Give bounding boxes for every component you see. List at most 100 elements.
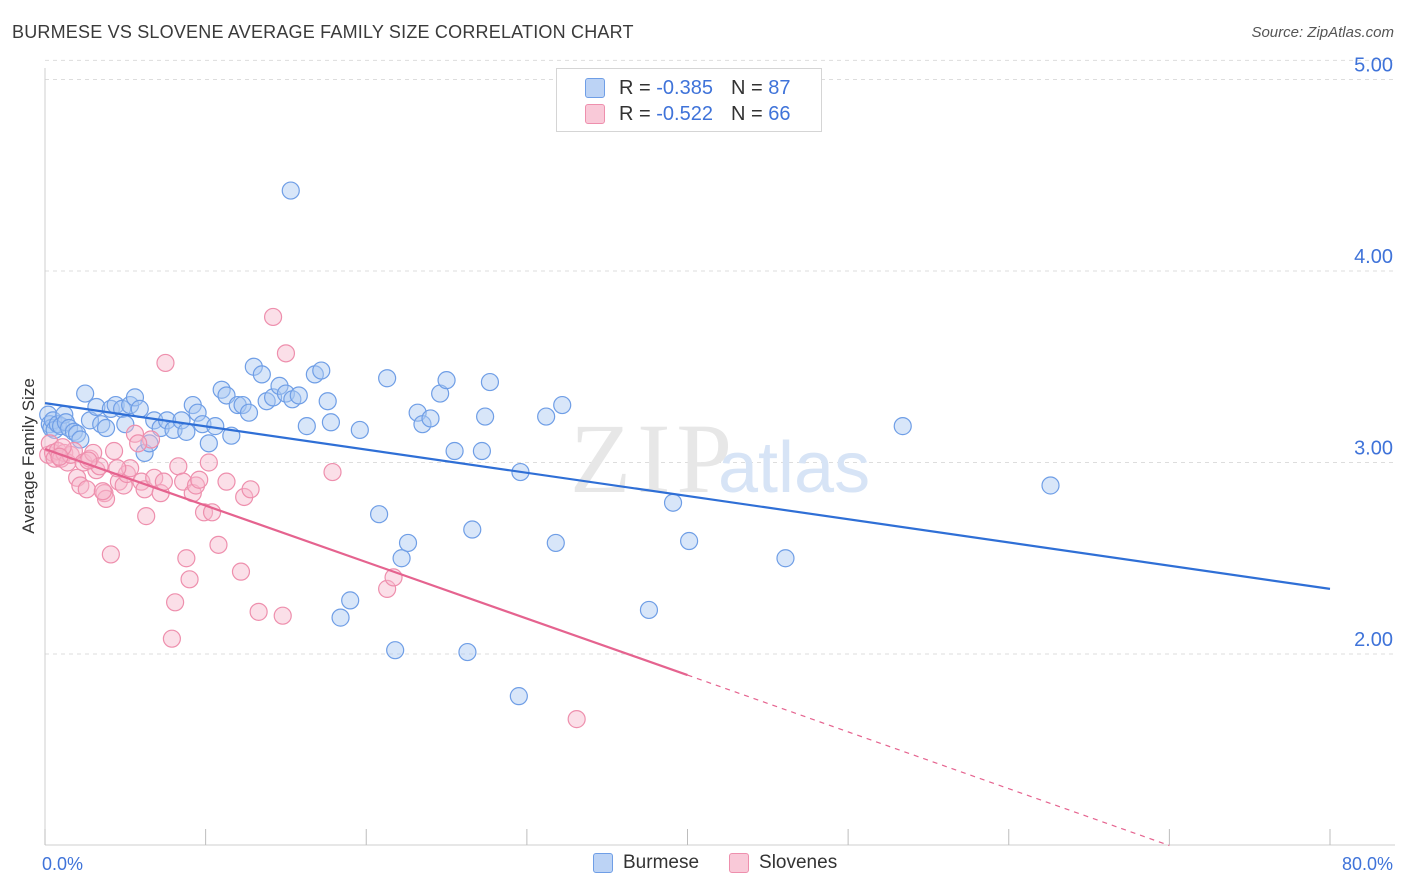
trend-lines [44, 402, 1331, 847]
legend-r-label: R = [619, 76, 651, 99]
burmese-swatch [585, 78, 605, 98]
burmese-point [212, 380, 231, 399]
burmese-point [177, 422, 196, 441]
slovene-point [129, 434, 148, 453]
burmese-point [480, 372, 500, 392]
burmese-point [297, 417, 316, 436]
slovene-point [156, 353, 175, 373]
burmese-point [458, 642, 477, 662]
burmese-point [537, 407, 556, 426]
slovene-point [93, 482, 112, 501]
slovene-point [162, 629, 181, 648]
burmese-point [281, 181, 300, 200]
slovene-point [145, 468, 164, 487]
burmese-point [318, 392, 337, 411]
burmese-point [125, 388, 145, 407]
bottom-legend-label: Slovenes [759, 852, 838, 873]
burmese-point [312, 361, 331, 380]
legend-r-value: -0.522 [656, 102, 713, 125]
slovene-point [101, 545, 120, 564]
legend-row-burmese: R = -0.385 N = 87 [585, 75, 790, 101]
slovene-point [231, 562, 251, 581]
burmese-point [130, 399, 149, 418]
slovene-point [199, 453, 218, 472]
burmese-point [398, 533, 418, 553]
burmese-point [472, 441, 491, 461]
y-tick-label: 4.00 [1354, 246, 1393, 268]
slovene-point [104, 441, 124, 461]
legend-n-label: N = [730, 76, 763, 99]
slovene-point [186, 476, 206, 495]
slovene-point [241, 480, 260, 499]
chart-title: BURMESE VS SLOVENE AVERAGE FAMILY SIZE C… [12, 22, 634, 42]
burmese-swatch [593, 853, 613, 873]
slovene-point [169, 457, 188, 476]
burmese-point [252, 365, 271, 384]
slovene-point [217, 472, 236, 491]
legend-n-label: N = [730, 102, 763, 125]
bottom-legend-burmese[interactable]: Burmese [593, 852, 699, 874]
legend-n-value: 66 [768, 102, 791, 125]
burmese-point [893, 417, 912, 436]
bottom-legend: Burmese Slovenes [593, 852, 867, 874]
y-axis-label: Average Family Size [19, 378, 38, 534]
burmese-point [386, 641, 405, 660]
legend-row-slovenes: R = -0.522 N = 66 [585, 101, 790, 127]
bottom-legend-slovenes[interactable]: Slovenes [729, 852, 837, 874]
burmese-point [76, 384, 95, 403]
burmese-point [445, 441, 464, 461]
slovene-point [567, 710, 586, 729]
slovene-point [125, 424, 145, 443]
bottom-legend-label: Burmese [623, 852, 700, 873]
slovene-point [177, 549, 196, 568]
source-credit: Source: ZipAtlas.com [1251, 24, 1394, 41]
burmese-point [392, 549, 411, 568]
burmese-point [350, 420, 369, 440]
burmese-point [546, 533, 565, 553]
legend: R = -0.385 N = 87 R = -0.522 N = 66 [556, 68, 822, 132]
burmese-point [421, 409, 440, 428]
burmese-point [663, 493, 683, 512]
slovene-point [263, 307, 283, 327]
burmese-trend-line [44, 402, 1331, 590]
burmese-point [96, 418, 116, 438]
burmese-point [476, 407, 495, 426]
y-tick-label: 3.00 [1354, 438, 1393, 460]
burmese-point [1041, 476, 1060, 495]
burmese-point [331, 608, 350, 627]
legend-r-value: -0.385 [656, 76, 713, 99]
burmese-point [172, 411, 191, 430]
burmese-point [199, 434, 218, 453]
burmese-point [680, 531, 699, 551]
slovene-point [273, 606, 292, 625]
burmese-point [509, 687, 528, 706]
burmese-point [188, 403, 207, 422]
legend-r-label: R = [619, 102, 651, 125]
burmese-point [437, 371, 456, 390]
burmese-point [71, 430, 90, 449]
y-tick-label: 2.00 [1354, 629, 1393, 651]
slovene-point [166, 593, 185, 612]
tick-labels: 2.00 3.00 4.00 5.00 0.0% 80.0% [42, 55, 1393, 875]
slovenes-swatch [729, 853, 750, 873]
gridlines [45, 59, 1395, 655]
slovene-point [378, 579, 397, 598]
burmese-point [68, 424, 87, 443]
slovene-point [276, 344, 296, 363]
y-tick-label: 5.00 [1354, 55, 1393, 77]
slovene-point [77, 480, 96, 499]
slovene-trend-line [44, 448, 688, 677]
burmese-point [341, 591, 360, 610]
x-tick-label: 0.0% [42, 854, 83, 874]
slovenes-swatch [585, 104, 605, 124]
slovene-point [209, 535, 228, 554]
slovene-point [180, 570, 199, 589]
burmese-point [370, 505, 389, 524]
burmese-point [321, 413, 341, 432]
slovene-point [249, 602, 268, 621]
burmese-point [378, 369, 397, 388]
burmese-point [463, 520, 482, 539]
slovene-point [121, 459, 140, 478]
slovene-point [137, 507, 156, 526]
